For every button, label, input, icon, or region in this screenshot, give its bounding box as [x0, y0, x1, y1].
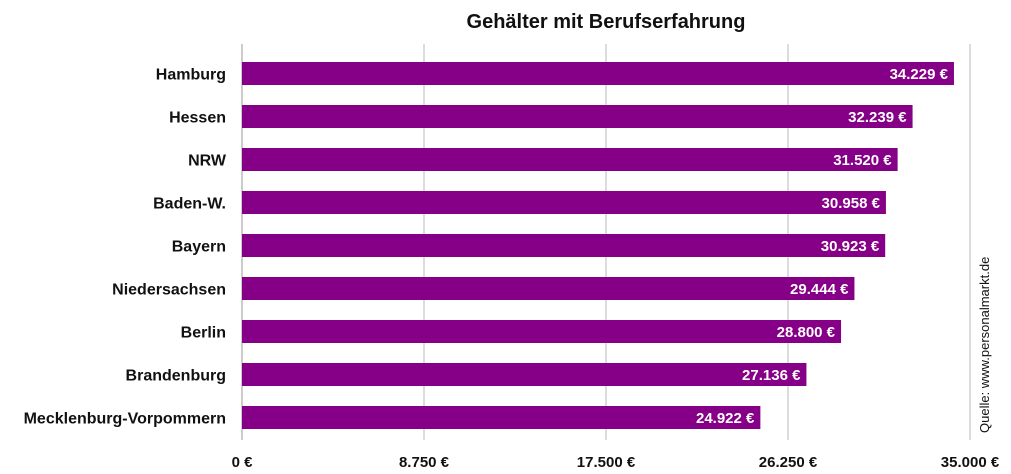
- category-label: Mecklenburg-Vorpommern: [24, 411, 226, 428]
- x-tick-label: 8.750 €: [399, 454, 450, 471]
- bars: 34.229 € 32.239 € 31.520 € 30.958 € 30.923 €…: [242, 62, 954, 429]
- chart-title: Gehälter mit Berufserfahrung: [467, 11, 746, 33]
- bar: [242, 363, 807, 386]
- data-label: 31.520 €: [833, 152, 892, 169]
- data-label: 24.922 €: [696, 410, 755, 427]
- category-label: Hamburg: [156, 67, 226, 84]
- data-label: 27.136 €: [742, 367, 801, 384]
- category-label: Hessen: [169, 110, 226, 127]
- x-tick-label: 0 €: [232, 454, 254, 471]
- x-tick-label: 26.250 €: [759, 454, 818, 471]
- category-label: Bayern: [172, 239, 226, 256]
- category-labels: Hamburg Hessen NRW Baden-W. Bayern Niedersach…: [24, 67, 227, 428]
- x-tick-label: 17.500 €: [577, 454, 636, 471]
- category-label: Niedersachsen: [112, 282, 226, 299]
- bar: [242, 406, 761, 429]
- data-label: 29.444 €: [790, 281, 849, 298]
- source-note: Quelle: www.personalmarkt.de: [977, 257, 992, 433]
- bar: [242, 191, 886, 214]
- category-label: Brandenburg: [126, 368, 226, 385]
- bar: [242, 62, 954, 85]
- data-label: 28.800 €: [777, 324, 836, 341]
- bar: [242, 320, 842, 343]
- data-label: 32.239 €: [848, 109, 907, 126]
- bar: [242, 234, 886, 257]
- category-label: Berlin: [181, 325, 226, 342]
- data-label: 30.923 €: [821, 238, 880, 255]
- x-axis-tick-labels: 0 € 8.750 € 17.500 € 26.250 € 35.000 €: [232, 454, 1000, 471]
- data-label: 30.958 €: [822, 195, 881, 212]
- data-label: 34.229 €: [890, 66, 949, 83]
- bar: [242, 277, 855, 300]
- bar: [242, 105, 913, 128]
- category-label: NRW: [188, 153, 227, 170]
- category-label: Baden-W.: [153, 196, 226, 213]
- bar: [242, 148, 898, 171]
- x-tick-label: 35.000 €: [941, 454, 1000, 471]
